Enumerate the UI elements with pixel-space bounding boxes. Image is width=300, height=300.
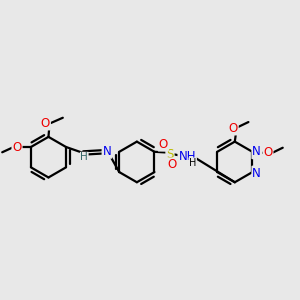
Text: O: O — [263, 146, 272, 160]
Text: N: N — [252, 167, 261, 180]
Text: O: O — [12, 140, 22, 154]
Text: NH: NH — [178, 150, 196, 163]
Text: O: O — [229, 122, 238, 134]
Text: O: O — [159, 138, 168, 151]
Text: N: N — [252, 145, 261, 158]
Text: S: S — [166, 148, 174, 161]
Text: H: H — [189, 158, 196, 168]
Text: O: O — [168, 158, 177, 171]
Text: N: N — [103, 145, 111, 158]
Text: O: O — [41, 116, 50, 130]
Text: H: H — [80, 152, 88, 162]
